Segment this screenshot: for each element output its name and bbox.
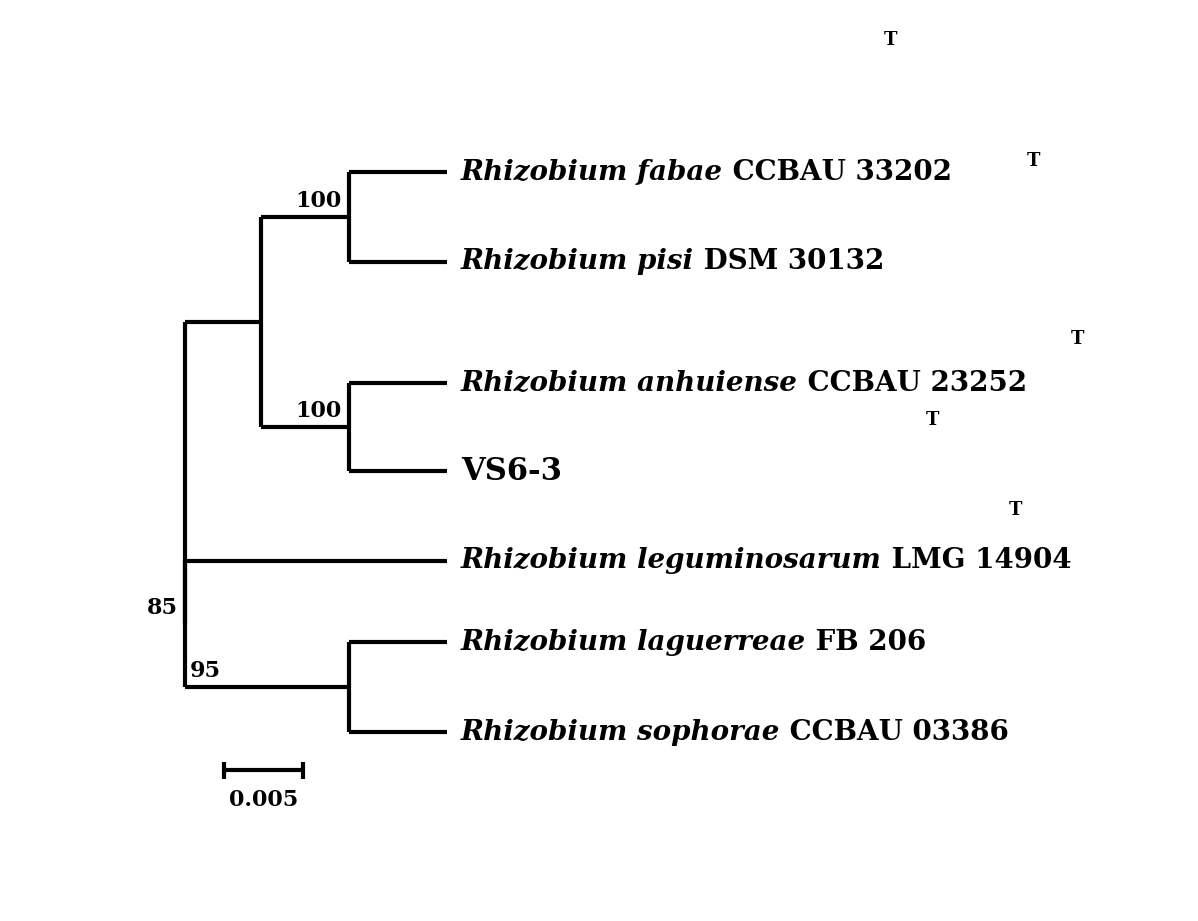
Text: T: T [884,30,897,49]
Text: 95: 95 [189,660,220,682]
Text: Rhizobium laguerreae: Rhizobium laguerreae [461,629,806,656]
Text: CCBAU 03386: CCBAU 03386 [780,718,1009,746]
Text: 0.005: 0.005 [229,789,298,810]
Text: CCBAU 33202: CCBAU 33202 [722,158,951,186]
Text: CCBAU 23252: CCBAU 23252 [798,369,1027,397]
Text: 100: 100 [296,401,341,422]
Text: DSM 30132: DSM 30132 [694,248,884,275]
Text: 85: 85 [146,597,177,619]
Text: Rhizobium anhuiense: Rhizobium anhuiense [461,369,798,397]
Text: VS6-3: VS6-3 [461,456,562,487]
Text: T: T [1027,152,1040,170]
Text: T: T [1071,330,1084,348]
Text: Rhizobium leguminosarum: Rhizobium leguminosarum [461,547,882,574]
Text: T: T [1009,501,1022,519]
Text: T: T [926,411,939,429]
Text: FB 206: FB 206 [806,629,926,656]
Text: LMG 14904: LMG 14904 [882,547,1071,574]
Text: 100: 100 [296,190,341,212]
Text: Rhizobium sophorae: Rhizobium sophorae [461,718,780,746]
Text: Rhizobium pisi: Rhizobium pisi [461,248,694,275]
Text: Rhizobium fabae: Rhizobium fabae [461,158,722,186]
